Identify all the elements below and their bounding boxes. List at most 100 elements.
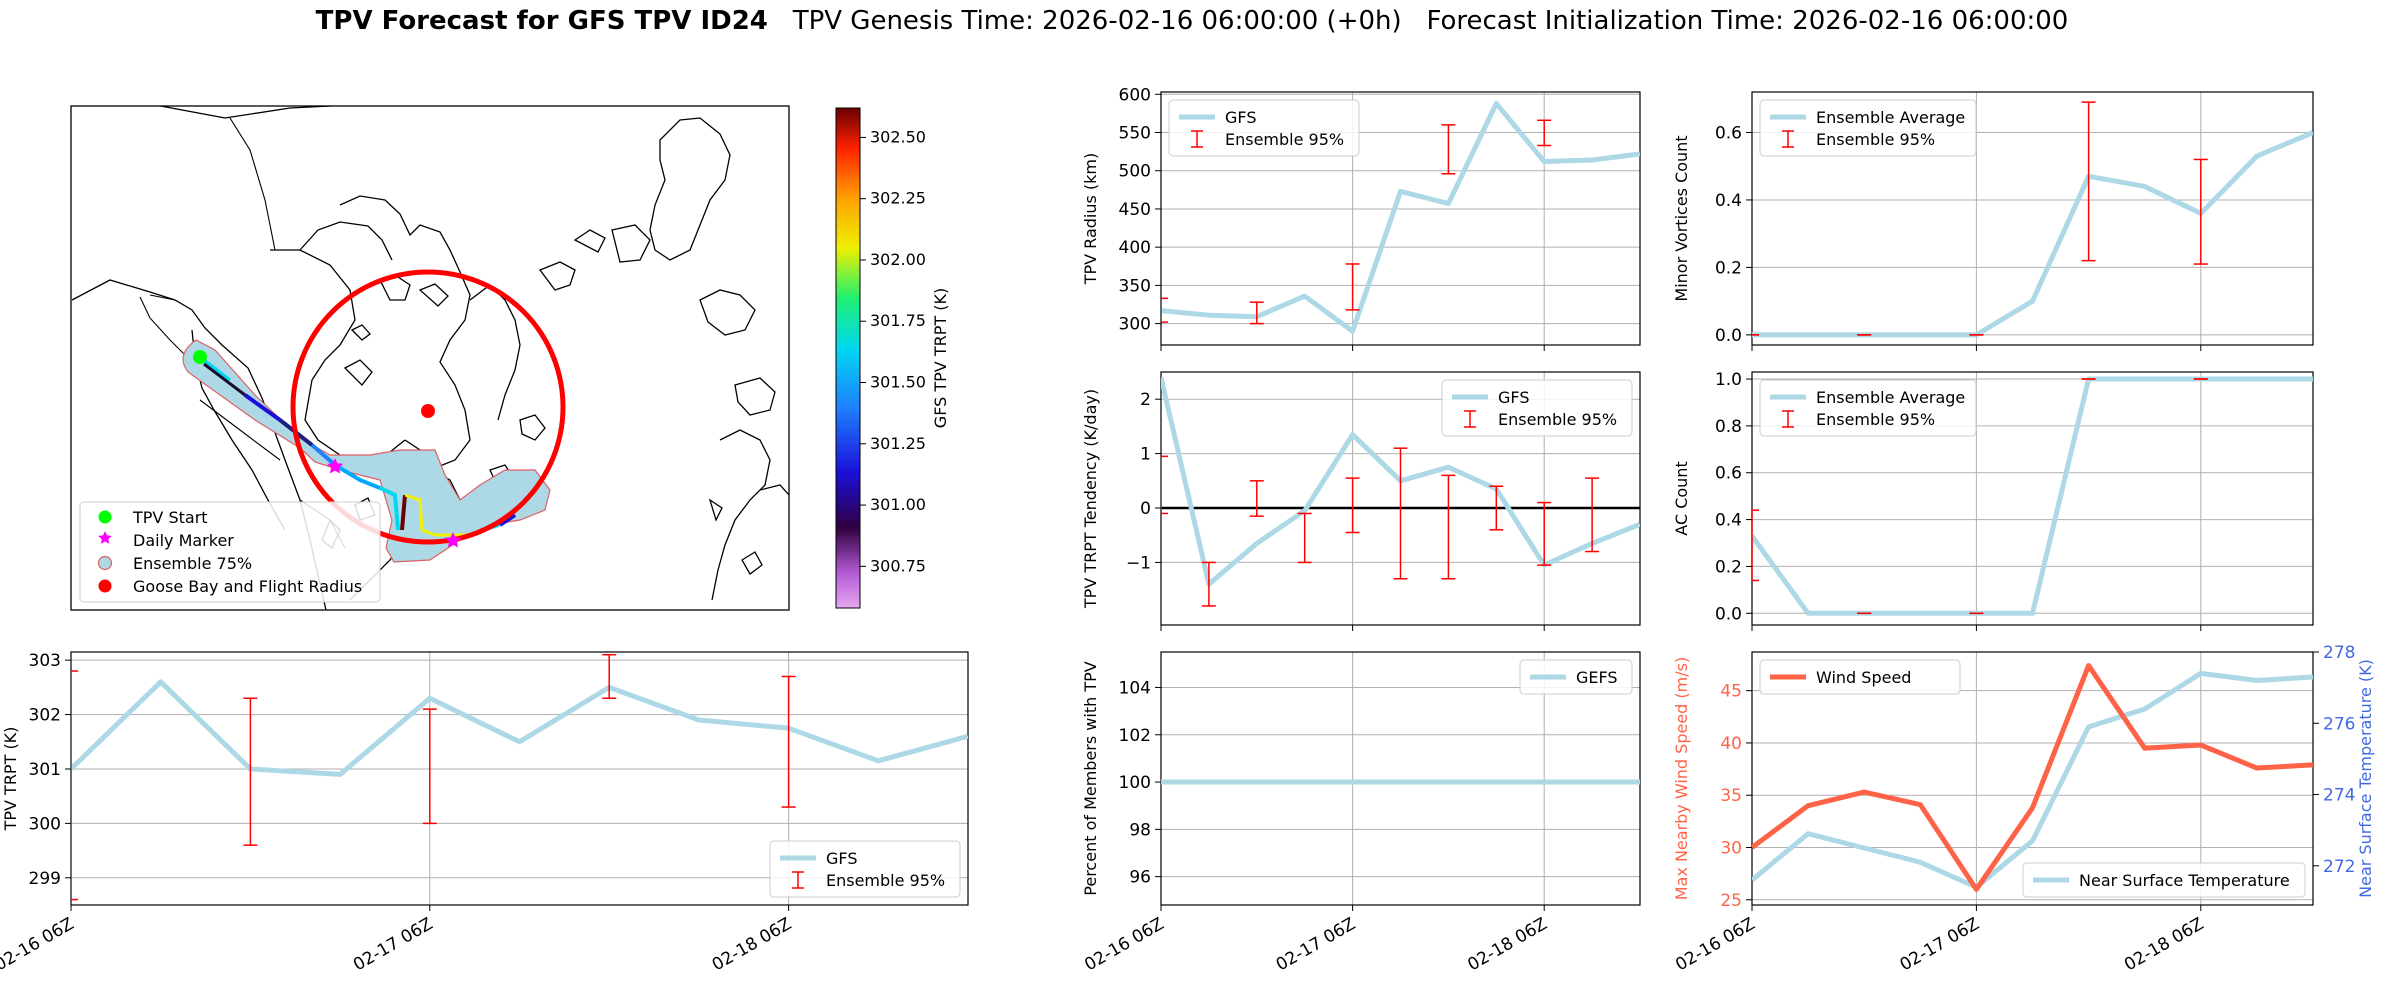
- errorbar: [1161, 455, 1168, 515]
- legend-label-ensemble-75: Ensemble 75%: [133, 554, 252, 573]
- y-tick-label: 300: [29, 814, 61, 834]
- y-tick-label: 0.8: [1715, 417, 1742, 437]
- y-tick-label: 100: [1119, 773, 1151, 793]
- y-tick-label: 30: [1720, 839, 1742, 859]
- colorbar-ticks: 300.75 301.00 301.25 301.50 301.75 302.00 302.…: [860, 127, 926, 575]
- y-tick-label: 301: [29, 760, 61, 780]
- chart-wind: 25 30 35 40 45 02-16 06Z 02-17 06Z 02-18 06Z Max…: [1672, 643, 2375, 975]
- series-line: [1752, 130, 2313, 338]
- colorbar-tick-label: 300.75: [870, 556, 926, 575]
- tpv-track-segment: [310, 443, 337, 467]
- legend-label-tpv-start: TPV Start: [132, 508, 208, 527]
- y-tick-label: 300: [1119, 315, 1151, 335]
- y-tick-label: 0.6: [1715, 123, 1742, 143]
- chart-ac: 0.0 0.2 0.4 0.6 0.8 1.0 AC Count Ensemble Avera…: [1672, 370, 2314, 631]
- errorbar: [1489, 485, 1504, 531]
- series-wind-speed: [1752, 663, 2313, 892]
- x-tick-label: 02-16 06Z: [1081, 914, 1167, 975]
- tpv-track-segment: [498, 513, 517, 527]
- legend-temp: Near Surface Temperature: [2022, 862, 2306, 898]
- legend-label: Ensemble Average: [1816, 108, 1965, 127]
- y-tick-label: 98: [1129, 820, 1151, 840]
- tpv-track-segment: [404, 493, 436, 537]
- y-tick-label: 400: [1119, 238, 1151, 258]
- y2-axis-label: Near Surface Temperature (K): [2356, 659, 2375, 898]
- tpv-track-segment: [400, 494, 407, 531]
- colorbar-label: GFS TPV TRPT (K): [931, 288, 950, 428]
- x-tick-label: 02-16 06Z: [0, 914, 78, 975]
- y-axis-label: AC Count: [1672, 461, 1691, 535]
- colorbar-tick-label: 301.25: [870, 434, 926, 453]
- tpv-track-segment: [333, 463, 381, 490]
- plot-area-tendency: [1161, 376, 1640, 607]
- errorbar: [1345, 477, 1360, 534]
- legend-label: GEFS: [1576, 668, 1618, 687]
- x-tick-label: 02-16 06Z: [1672, 914, 1758, 975]
- legend-ac: Ensemble Average Ensemble 95%: [1759, 379, 1977, 437]
- daily-marker-star: [444, 532, 462, 548]
- daily-marker-star: [326, 458, 344, 474]
- legend-trpt: GFS Ensemble 95%: [769, 840, 961, 898]
- y-axis-label: TPV Radius (km): [1081, 153, 1100, 286]
- y-tick-label: 0.0: [1715, 326, 1742, 346]
- x-tick-label: 02-17 06Z: [1273, 914, 1359, 975]
- y2-tick-label: 272: [2323, 857, 2355, 877]
- x-tick-label: 02-18 06Z: [709, 914, 795, 975]
- legend-label: GFS: [826, 849, 857, 868]
- y2-tick-label: 274: [2323, 786, 2355, 806]
- colorbar-tick-label: 302.00: [870, 250, 926, 269]
- map-legend: TPV Start Daily Marker Ensemble 75% Goos…: [79, 501, 381, 603]
- x-tick-label: 02-18 06Z: [1464, 914, 1550, 975]
- legend-radius: GFS Ensemble 95%: [1168, 99, 1360, 157]
- y-axis-label: Percent of Members with TPV: [1081, 661, 1100, 895]
- series-near-surface-temperature: [1752, 670, 2313, 890]
- tpv-track-segment: [379, 486, 400, 531]
- axes-frame: [1160, 91, 1641, 346]
- y-tick-label: 0.2: [1715, 258, 1742, 278]
- tpv-track-segment: [243, 393, 282, 422]
- title-init: Forecast Initialization Time: 2026-02-16…: [1426, 6, 2069, 36]
- errorbar: [781, 675, 796, 808]
- errorbar: [2193, 158, 2208, 265]
- errorbar: [602, 653, 617, 699]
- legend-label: Wind Speed: [1816, 668, 1911, 687]
- chart-radius: 300 350 400 450 500 550 600 TPV Radius (km) GFS E…: [1081, 85, 1641, 351]
- errorbar: [1585, 477, 1600, 553]
- chart-percent: 96 98 100 102 104 02-16 06Z 02-17 06Z 02-18 06Z…: [1081, 651, 1641, 975]
- axes-frame: [1751, 371, 2314, 626]
- y-tick-label: 299: [29, 869, 61, 889]
- red-circle-icon: [98, 579, 112, 593]
- errorbar: [1393, 447, 1408, 580]
- y-tick-label: 1.0: [1715, 370, 1742, 390]
- legend-minor: Ensemble Average Ensemble 95%: [1759, 99, 1977, 157]
- goose-bay-marker: [421, 404, 435, 418]
- y-tick-label: 45: [1720, 682, 1742, 702]
- x-tick-label: 02-17 06Z: [1897, 914, 1983, 975]
- colorbar: 300.75 301.00 301.25 301.50 301.75 302.00 302.…: [835, 107, 950, 609]
- legend-label: GFS: [1498, 388, 1529, 407]
- colorbar-tick-label: 302.25: [870, 189, 926, 208]
- y2-tick-label: 278: [2323, 643, 2355, 663]
- plot-area-radius: [1161, 100, 1640, 334]
- legend-errorbar-icon: [1464, 410, 1476, 428]
- legend-percent: GEFS: [1519, 659, 1633, 695]
- title-main: TPV Forecast for GFS TPV ID24: [315, 6, 768, 36]
- ensemble-75-region: [182, 339, 551, 563]
- errorbar: [1752, 509, 1759, 582]
- colorbar-tick-label: 301.50: [870, 373, 926, 392]
- y-tick-label: 0.4: [1715, 191, 1742, 211]
- errorbar: [1441, 124, 1456, 175]
- y-tick-label: 550: [1119, 124, 1151, 144]
- plot-area-wind: [1752, 663, 2313, 892]
- y-tick-label: 450: [1119, 200, 1151, 220]
- y-tick-label: 600: [1119, 85, 1151, 105]
- y-tick-label: 303: [29, 651, 61, 671]
- y-tick-label: 302: [29, 706, 61, 726]
- errorbar: [1249, 301, 1264, 325]
- colorbar-gradient: [835, 107, 861, 609]
- figure-title: TPV Forecast for GFS TPV ID24 TPV Genesi…: [0, 6, 2384, 36]
- legend-label-daily-marker: Daily Marker: [133, 531, 234, 550]
- y-tick-label: 35: [1720, 786, 1742, 806]
- chart-tendency: −1 0 1 2 TPV TRPT Tendency (K/day) GFS Ensembl…: [1081, 371, 1641, 631]
